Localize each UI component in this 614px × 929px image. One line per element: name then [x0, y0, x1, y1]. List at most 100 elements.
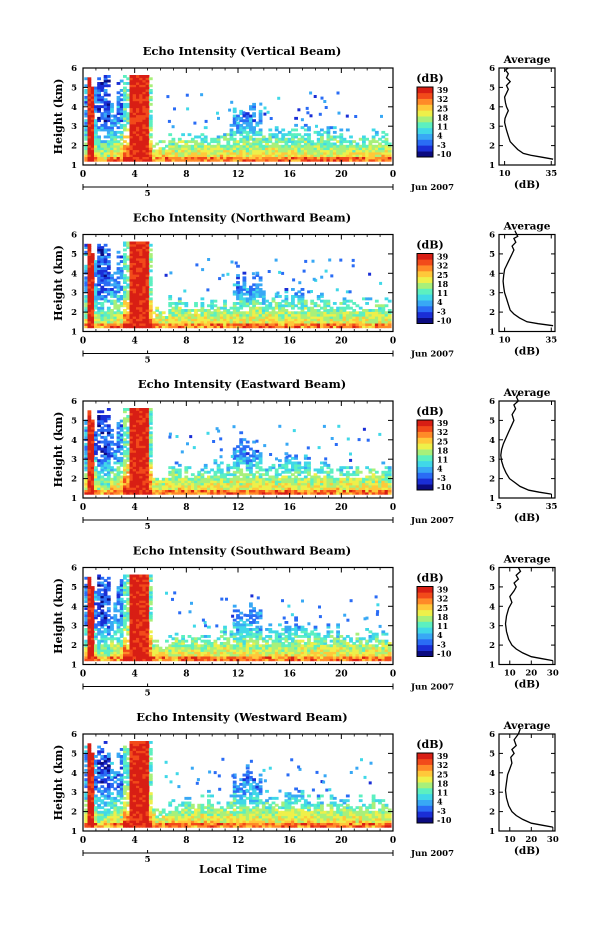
- heatmap-cell: [129, 410, 134, 414]
- heatmap-cell: [294, 147, 298, 151]
- heatmap-cell: [100, 422, 105, 425]
- heatmap-cell: [97, 593, 101, 596]
- heatmap-cell: [90, 142, 95, 146]
- heatmap-cell: [187, 491, 192, 495]
- heatmap-cell: [313, 316, 318, 319]
- heatmap-cell: [139, 135, 143, 139]
- heatmap-cell: [119, 440, 124, 444]
- heatmap-cell: [374, 309, 379, 312]
- heatmap-cell: [294, 292, 298, 296]
- heatmap-cell: [342, 473, 347, 477]
- heatmap-cell: [239, 440, 244, 444]
- heatmap-cell: [142, 250, 147, 254]
- heatmap-cell: [139, 262, 143, 266]
- heatmap-cell: [171, 306, 176, 310]
- heatmap-cell: [148, 463, 153, 467]
- heatmap-cell: [252, 140, 256, 144]
- heatmap-cell: [97, 653, 101, 657]
- heatmap-cell: [213, 154, 218, 157]
- heatmap-cell: [278, 156, 282, 160]
- heatmap-cell: [97, 463, 101, 467]
- heatmap-cell: [90, 447, 95, 451]
- heatmap-cell: [94, 459, 98, 463]
- heatmap-cell: [329, 313, 334, 317]
- heatmap-cell: [187, 158, 192, 162]
- heatmap-cell: [168, 432, 172, 436]
- heatmap-cell: [119, 480, 124, 484]
- heatmap-cell: [126, 119, 131, 123]
- heatmap-cell: [132, 449, 137, 453]
- heatmap-cell: [126, 477, 131, 481]
- heatmap-cell: [87, 609, 92, 613]
- heatmap-cell: [84, 600, 89, 603]
- heatmap-cell: [139, 452, 143, 456]
- heatmap-cell: [242, 461, 247, 465]
- profile-y-tick-label: 6: [489, 397, 495, 407]
- heatmap-cell: [342, 482, 347, 486]
- heatmap-cell: [294, 489, 298, 493]
- heatmap-cell: [119, 452, 124, 456]
- heatmap-cell: [148, 438, 153, 442]
- heatmap-cell: [358, 306, 363, 310]
- heatmap-cell: [313, 156, 318, 160]
- heatmap-cell: [203, 482, 208, 486]
- heatmap-cell: [184, 482, 189, 486]
- heatmap-cell: [158, 158, 163, 162]
- heatmap-cell: [129, 428, 134, 432]
- heatmap-cell: [84, 267, 89, 270]
- heatmap-cell: [97, 128, 101, 132]
- heatmap-cell: [265, 313, 269, 317]
- heatmap-cell: [116, 470, 121, 474]
- heatmap-cell: [145, 412, 150, 416]
- heatmap-cell: [103, 100, 108, 104]
- heatmap-cell: [219, 448, 223, 452]
- heatmap-cell: [190, 491, 195, 495]
- heatmap-cell: [126, 255, 131, 259]
- heatmap-cell: [84, 246, 89, 249]
- heatmap-cell: [365, 151, 369, 155]
- heatmap-cell: [297, 290, 302, 294]
- heatmap-cell: [339, 135, 344, 139]
- heatmap-cell: [145, 144, 150, 148]
- heatmap-cell: [123, 426, 127, 430]
- heatmap-cell: [145, 100, 150, 104]
- profile-x-tick-label: 35: [545, 336, 557, 346]
- heatmap-cell: [106, 470, 111, 474]
- heatmap-cell: [110, 290, 114, 294]
- heatmap-cell: [94, 154, 98, 157]
- heatmap-cell: [90, 419, 95, 423]
- heatmap-cell: [168, 144, 173, 148]
- heatmap-cell: [258, 487, 263, 490]
- heatmap-cell: [148, 454, 153, 458]
- heatmap-cell: [271, 484, 276, 488]
- heatmap-cell: [210, 318, 214, 322]
- heatmap-cell: [94, 651, 98, 655]
- heatmap-cell: [384, 313, 389, 317]
- heatmap-cell: [132, 456, 137, 460]
- heatmap-cell: [200, 311, 205, 315]
- heatmap-cell: [142, 424, 147, 428]
- heatmap-cell: [236, 121, 240, 125]
- heatmap-cell: [229, 482, 234, 486]
- heatmap-cell: [216, 154, 221, 157]
- heatmap-cell: [310, 144, 315, 148]
- heatmap-cell: [139, 107, 143, 111]
- heatmap-cell: [132, 299, 137, 303]
- heatmap-cell: [177, 156, 182, 160]
- heatmap-cell: [103, 151, 108, 155]
- heatmap-cell: [339, 151, 344, 155]
- heatmap-cell: [123, 438, 127, 442]
- heatmap-cell: [261, 156, 266, 160]
- heatmap-cell: [291, 466, 295, 470]
- heatmap-cell: [287, 320, 292, 324]
- heatmap-cell: [200, 318, 205, 322]
- x-tick-label: 20: [335, 337, 348, 347]
- heatmap-cell: [342, 484, 347, 488]
- heatmap-cell: [116, 447, 121, 451]
- heatmap-cell: [223, 133, 227, 137]
- heatmap-cell: [129, 248, 134, 252]
- heatmap-cell: [181, 320, 185, 324]
- heatmap-cell: [103, 255, 108, 259]
- heatmap-cell: [94, 151, 98, 155]
- heatmap-cell: [281, 271, 285, 275]
